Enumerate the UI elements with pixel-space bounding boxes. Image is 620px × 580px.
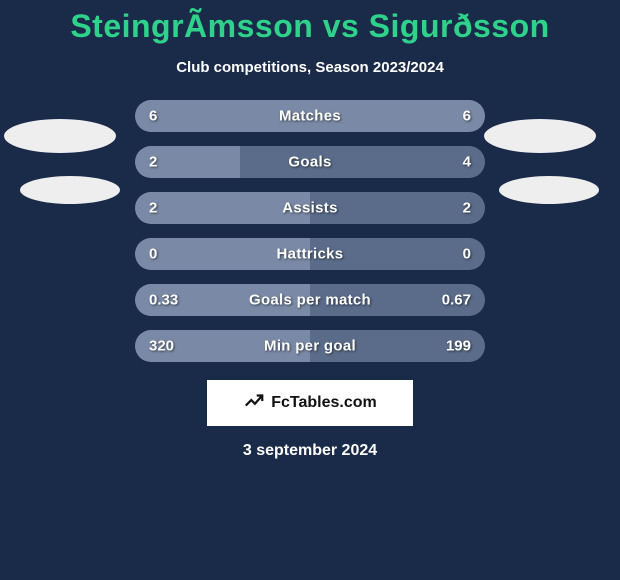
player-ellipse-left-1 [4, 119, 116, 153]
stat-label: Hattricks [277, 246, 344, 263]
stat-value-right: 0 [463, 246, 471, 263]
stat-row: 0.33 Goals per match 0.67 [135, 284, 485, 316]
brand-text: FcTables.com [271, 394, 377, 412]
page-title: SteingrÃmsson vs Sigurðsson [0, 8, 620, 45]
player-ellipse-right-1 [484, 119, 596, 153]
date-text: 3 september 2024 [0, 442, 620, 460]
player-ellipse-left-2 [20, 176, 120, 204]
stat-value-right: 4 [463, 154, 471, 171]
player-ellipse-right-2 [499, 176, 599, 204]
stat-label: Matches [279, 108, 341, 125]
stat-row: 2 Assists 2 [135, 192, 485, 224]
stats-panel: 6 Matches 6 2 Goals 4 2 Assists 2 0 Hattricks 0 0.33… [135, 100, 485, 362]
stat-value-right: 0.67 [442, 292, 471, 309]
stat-row: 6 Matches 6 [135, 100, 485, 132]
stat-value-left: 320 [149, 338, 174, 355]
stat-value-left: 6 [149, 108, 157, 125]
stat-label: Goals [288, 154, 331, 171]
stat-value-left: 0 [149, 246, 157, 263]
stat-value-right: 199 [446, 338, 471, 355]
stat-label: Min per goal [264, 338, 356, 355]
stat-value-left: 0.33 [149, 292, 178, 309]
chart-icon [243, 390, 265, 417]
stat-value-right: 6 [463, 108, 471, 125]
stat-value-left: 2 [149, 154, 157, 171]
brand-badge: FcTables.com [207, 380, 413, 426]
stat-row: 2 Goals 4 [135, 146, 485, 178]
stat-value-left: 2 [149, 200, 157, 217]
stat-label: Goals per match [249, 292, 371, 309]
stat-row: 0 Hattricks 0 [135, 238, 485, 270]
stat-value-right: 2 [463, 200, 471, 217]
subtitle: Club competitions, Season 2023/2024 [0, 59, 620, 76]
comparison-infographic: SteingrÃmsson vs Sigurðsson Club competi… [0, 0, 620, 580]
stat-row: 320 Min per goal 199 [135, 330, 485, 362]
stat-label: Assists [282, 200, 337, 217]
